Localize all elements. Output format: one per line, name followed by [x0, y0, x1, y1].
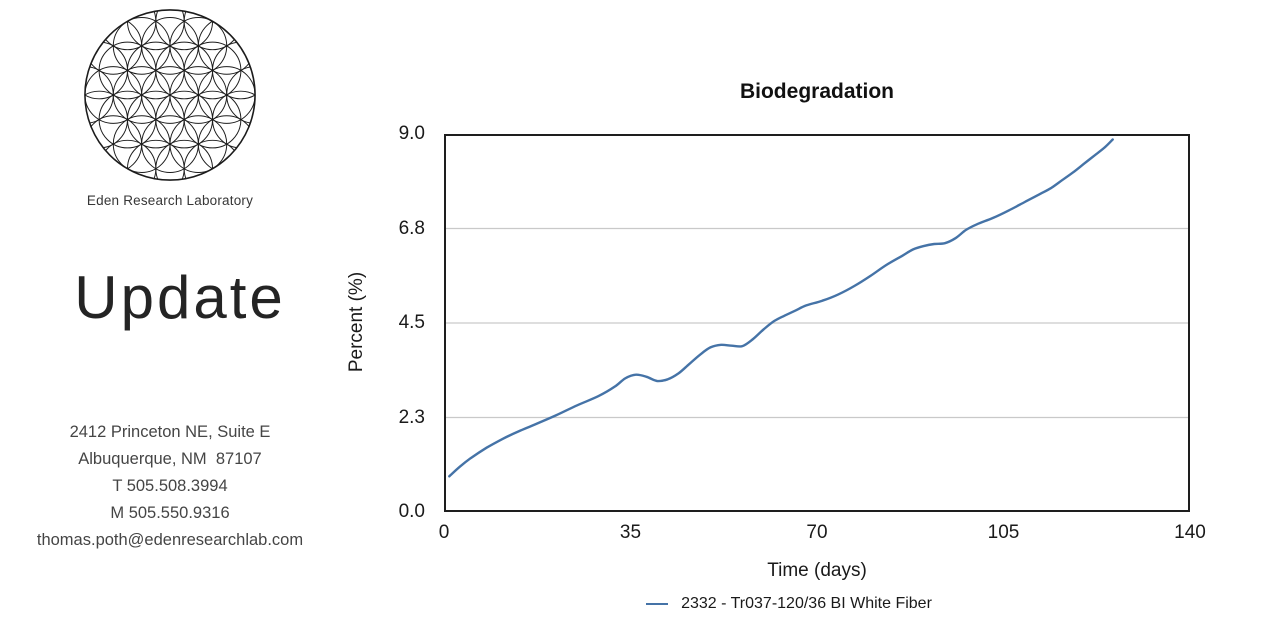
address-block: 2412 Princeton NE, Suite E Albuquerque, N…	[0, 419, 340, 554]
y-tick-label: 9.0	[398, 123, 425, 144]
x-tick-label: 105	[987, 522, 1020, 543]
y-tick-label: 0.0	[398, 501, 425, 522]
org-name: Eden Research Laboratory	[86, 193, 254, 208]
plot-frame	[444, 134, 1190, 512]
plot-area	[444, 134, 1190, 512]
chart-title: Biodegradation	[739, 80, 894, 103]
address-line: T 505.508.3994	[112, 477, 228, 495]
address-line: thomas.poth@edenresearchlab.com	[36, 531, 304, 549]
x-tick-label: 0	[438, 522, 450, 543]
x-tick-label: 70	[806, 522, 828, 543]
address-line: Albuquerque, NM 87107	[78, 450, 262, 468]
headline-update: Update	[74, 264, 286, 331]
y-tick-label: 4.5	[398, 312, 425, 333]
flower-of-life-logo-svg	[84, 9, 256, 181]
y-tick-label: 2.3	[398, 406, 425, 428]
address-line: 2412 Princeton NE, Suite E	[69, 423, 271, 441]
flower-of-life-logo-icon	[82, 6, 258, 184]
y-axis-label: Percent (%)	[346, 271, 367, 373]
x-axis-label: Time (days)	[767, 560, 867, 581]
legend-line-swatch-icon	[646, 603, 669, 605]
address-line: M 505.550.9316	[110, 504, 230, 522]
legend-series-label: 2332 - Tr037-120/36 BI White Fiber	[681, 595, 932, 612]
x-tick-label: 140	[1174, 522, 1206, 543]
series-line	[448, 138, 1114, 478]
x-tick-label: 35	[619, 522, 642, 543]
y-tick-label: 6.8	[398, 217, 425, 239]
chart-legend: 2332 - Tr037-120/36 BI White Fiber	[416, 595, 1162, 613]
